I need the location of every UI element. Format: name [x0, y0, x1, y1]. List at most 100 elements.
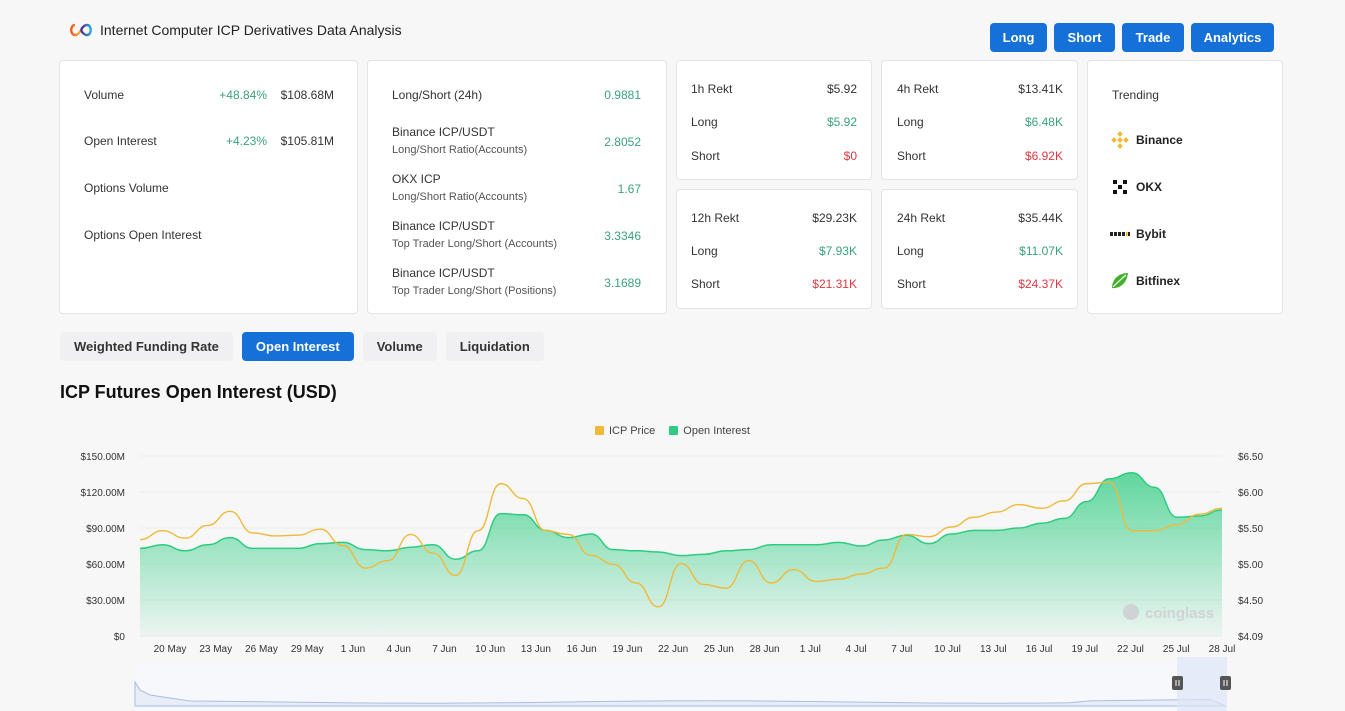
trending-item-binance[interactable]: Binance: [1110, 130, 1183, 150]
volume-value: $108.68M: [280, 88, 334, 102]
binance-icon: [1110, 130, 1130, 150]
x-axis-tick: 10 Jun: [475, 644, 505, 655]
range-navigator[interactable]: [134, 657, 1231, 711]
long-short-ratio-card: Long/Short (24h) 0.9881 Binance ICP/USDT…: [367, 60, 667, 314]
y-axis-right-tick: $4.50: [1238, 596, 1263, 607]
rekt-label: 4h Rekt: [897, 82, 939, 96]
trending-item-bitfinex[interactable]: Bitfinex: [1110, 271, 1180, 291]
navigator-handle-right: [1220, 676, 1231, 690]
open-interest-area: [140, 472, 1222, 636]
ratio-title: OKX ICP Long/Short Ratio(Accounts): [392, 172, 528, 203]
rekt-label: 24h Rekt: [897, 211, 946, 225]
rekt-long-label: Long: [691, 244, 718, 258]
x-axis-tick: 19 Jul: [1071, 644, 1098, 655]
x-axis-tick: 28 Jun: [750, 644, 780, 655]
y-axis-right-tick: $6.50: [1238, 452, 1263, 463]
y-axis-left-tick: $150.00M: [81, 452, 125, 463]
x-axis-tick: 28 Jul: [1209, 644, 1236, 655]
volume-label: Volume: [84, 88, 125, 102]
trending-card: Trending Binance OKX Bybit Bitfinex: [1087, 60, 1283, 314]
rekt-short-label: Short: [691, 149, 720, 163]
x-axis-tick: 16 Jul: [1026, 644, 1053, 655]
ratio-title: Binance ICP/USDT Long/Short Ratio(Account…: [392, 125, 528, 156]
bitfinex-icon: [1110, 271, 1130, 291]
volume-change: +48.84%: [219, 88, 267, 102]
rekt-total: $13.41K: [1018, 82, 1063, 96]
page-header: Internet Computer ICP Derivatives Data A…: [68, 22, 402, 38]
watermark-text: coinglass: [1145, 605, 1214, 622]
short-button[interactable]: Short: [1054, 23, 1115, 52]
icp-logo-icon: [70, 23, 92, 37]
tab-liquidation[interactable]: Liquidation: [445, 332, 544, 361]
chart-legend: ICP Price Open Interest: [595, 425, 750, 437]
rekt-short-value: $21.31K: [812, 277, 857, 291]
x-axis-tick: 7 Jul: [891, 644, 912, 655]
x-axis-tick: 22 Jul: [1117, 644, 1144, 655]
trade-button[interactable]: Trade: [1122, 23, 1184, 52]
x-axis-tick: 10 Jul: [934, 644, 961, 655]
long-button[interactable]: Long: [990, 23, 1047, 52]
chart-title: ICP Futures Open Interest (USD): [60, 382, 337, 402]
ratio-value: 0.9881: [604, 88, 641, 102]
x-axis-tick: 25 Jul: [1163, 644, 1190, 655]
bybit-icon: [1110, 224, 1130, 244]
tab-open-interest[interactable]: Open Interest: [241, 332, 354, 361]
legend-item-price[interactable]: ICP Price: [595, 425, 655, 437]
ratio-subtitle: Long/Short Ratio(Accounts): [392, 191, 528, 203]
y-axis-right-tick: $6.00: [1238, 488, 1263, 499]
rekt-4h-card: 4h Rekt $13.41K Long $6.48K Short $6.92K: [881, 60, 1078, 180]
market-stats-card: Volume +48.84% $108.68M Open Interest +4…: [59, 60, 358, 314]
analytics-button[interactable]: Analytics: [1191, 23, 1274, 52]
open-interest-line: [139, 472, 1223, 560]
x-axis-tick: 29 May: [291, 644, 324, 655]
trending-title: Trending: [1112, 88, 1159, 102]
rekt-24h-card: 24h Rekt $35.44K Long $11.07K Short $24.37K: [881, 189, 1078, 309]
navigator-line: [134, 680, 1227, 707]
ratio-value: 1.67: [617, 182, 641, 196]
trending-item-okx[interactable]: OKX: [1110, 177, 1162, 197]
ratio-title: Binance ICP/USDT Top Trader Long/Short (P…: [392, 266, 557, 297]
ratio-title: Binance ICP/USDT Top Trader Long/Short (A…: [392, 219, 558, 250]
y-axis-left-tick: $120.00M: [81, 488, 125, 499]
rekt-long-value: $7.93K: [818, 244, 857, 258]
page-title: Internet Computer ICP Derivatives Data A…: [100, 22, 402, 38]
legend-item-open-interest[interactable]: Open Interest: [669, 425, 750, 437]
chart-tabs: Weighted Funding Rate Open Interest Volu…: [60, 332, 544, 361]
options-oi-label: Options Open Interest: [84, 228, 202, 242]
navigator-handle-left: [1172, 676, 1183, 690]
rekt-1h-card: 1h Rekt $5.92 Long $5.92 Short $0: [676, 60, 872, 180]
rekt-long-value: $6.48K: [1024, 115, 1063, 129]
x-axis-tick: 26 May: [245, 644, 278, 655]
x-axis-tick: 19 Jun: [612, 644, 642, 655]
ratio-value: 3.3346: [604, 229, 641, 243]
y-axis-left-tick: $60.00M: [86, 560, 125, 571]
trending-item-label: OKX: [1136, 180, 1163, 194]
y-axis-left-tick: $0: [114, 632, 126, 643]
x-axis-tick: 1 Jul: [800, 644, 821, 655]
x-axis-tick: 25 Jun: [704, 644, 734, 655]
open-interest-change: +4.23%: [225, 134, 267, 148]
rekt-long-label: Long: [897, 115, 924, 129]
ratio-title: Long/Short (24h): [392, 88, 483, 102]
icp-price-line: [139, 481, 1223, 608]
trending-item-bybit[interactable]: Bybit: [1110, 224, 1166, 244]
y-axis-left-tick: $30.00M: [86, 596, 125, 607]
x-axis-tick: 4 Jul: [846, 644, 867, 655]
y-axis-right-tick: $5.50: [1238, 524, 1263, 535]
rekt-short-value: $24.37K: [1018, 277, 1063, 291]
action-buttons: Long Short Trade Analytics: [990, 23, 1274, 52]
x-axis-tick: 7 Jun: [432, 644, 456, 655]
rekt-label: 1h Rekt: [691, 82, 733, 96]
watermark: coinglass: [1123, 604, 1214, 622]
ratio-value: 2.8052: [604, 135, 641, 149]
x-axis-tick: 22 Jun: [658, 644, 688, 655]
tab-volume[interactable]: Volume: [362, 332, 437, 361]
options-volume-label: Options Volume: [84, 181, 169, 195]
navigator-selection: [1177, 657, 1227, 711]
x-axis-tick: 13 Jul: [980, 644, 1007, 655]
tab-weighted-funding-rate[interactable]: Weighted Funding Rate: [60, 332, 233, 361]
rekt-short-label: Short: [691, 277, 720, 291]
ratio-subtitle: Long/Short Ratio(Accounts): [392, 144, 528, 156]
y-axis-right-tick: $5.00: [1238, 560, 1263, 571]
x-axis-tick: 1 Jun: [341, 644, 365, 655]
